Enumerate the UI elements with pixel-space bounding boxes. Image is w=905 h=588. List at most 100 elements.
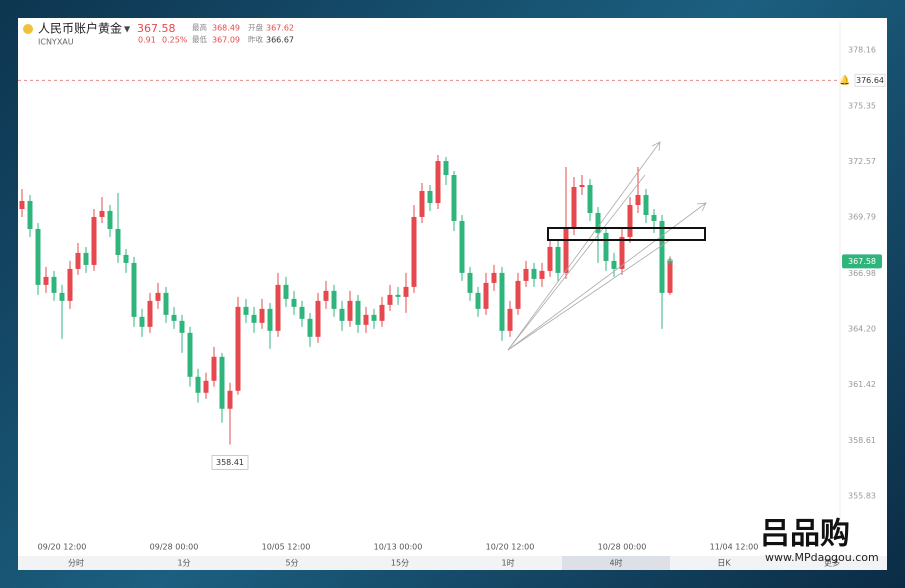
tab[interactable]: 1分 xyxy=(177,559,190,568)
candle-body xyxy=(435,161,441,203)
low-tag xyxy=(211,455,249,471)
candle-body xyxy=(507,308,513,331)
candle-body xyxy=(659,220,665,293)
tab[interactable]: 15分 xyxy=(391,559,409,568)
candle-body xyxy=(387,294,393,305)
candle-body xyxy=(251,314,257,323)
candle-body xyxy=(571,187,577,229)
candle-body xyxy=(467,272,473,293)
last-price-label: 367.58 xyxy=(848,257,876,266)
candle-body xyxy=(283,284,289,299)
candle-body xyxy=(115,228,121,255)
candle-body xyxy=(187,332,193,377)
tab[interactable]: 日K xyxy=(717,559,731,568)
last-price-dot xyxy=(667,258,673,265)
change-pct: 0.25% xyxy=(162,36,188,45)
candle-body xyxy=(267,308,273,331)
candle-body xyxy=(395,294,401,297)
x-tick-label: 10/20 12:00 xyxy=(486,543,535,552)
candle-body xyxy=(627,204,633,237)
candle-body xyxy=(171,314,177,321)
candle-body xyxy=(323,290,329,301)
candle-body xyxy=(315,300,321,337)
arrowhead xyxy=(651,141,661,152)
candle-body xyxy=(67,268,73,301)
candle-body xyxy=(339,308,345,321)
candle-body xyxy=(51,276,57,293)
candle-body xyxy=(227,390,233,409)
candle-body xyxy=(427,191,433,203)
arrowhead xyxy=(696,202,707,212)
alert-label: 376.64 xyxy=(856,76,884,85)
candle-body xyxy=(595,212,601,233)
gold-icon xyxy=(23,24,33,34)
candle-body xyxy=(603,232,609,261)
candle-body xyxy=(179,320,185,333)
candle-body xyxy=(619,236,625,269)
y-tick-label: 369.79 xyxy=(848,213,876,222)
alert-tag xyxy=(854,73,886,87)
candle-body xyxy=(371,314,377,321)
tab[interactable]: 分时 xyxy=(68,558,84,568)
candle-body xyxy=(259,308,265,323)
candle-body xyxy=(491,272,497,283)
candle-body xyxy=(579,185,585,188)
stat-label: 最高 xyxy=(192,22,207,32)
x-tick-label: 09/28 00:00 xyxy=(150,543,199,552)
tab[interactable]: 1时 xyxy=(501,558,514,568)
y-tick-label: 364.20 xyxy=(848,324,876,333)
y-tick-label: 375.35 xyxy=(848,102,876,111)
candle-body xyxy=(635,195,641,205)
candle-body xyxy=(531,268,537,279)
y-tick-label: 355.83 xyxy=(848,492,876,501)
stat-label: 昨收 xyxy=(248,34,263,44)
tab-bar-bg xyxy=(18,556,887,570)
stat-label: 最低 xyxy=(192,34,207,44)
x-tick-label: 11/04 12:00 xyxy=(710,543,759,552)
tab[interactable]: 4时 xyxy=(609,558,622,568)
candle-body xyxy=(291,298,297,307)
panel xyxy=(18,18,887,570)
y-tick-label: 361.42 xyxy=(848,380,876,389)
candle-body xyxy=(331,290,337,309)
tab[interactable]: 5分 xyxy=(285,559,298,568)
candle-body xyxy=(539,270,545,279)
candle-body xyxy=(131,262,137,317)
candle-body xyxy=(275,284,281,331)
price: 367.58 xyxy=(137,22,176,35)
candle-body xyxy=(91,216,97,265)
candle-body xyxy=(499,272,505,331)
candle-body xyxy=(219,356,225,409)
candle-body xyxy=(611,260,617,269)
trend-line xyxy=(507,141,661,351)
candle-body xyxy=(75,252,81,269)
candle-body xyxy=(35,228,41,285)
last-price-tag xyxy=(842,254,882,269)
tab-bar: 分时 1分 5分 15分 1时 4时 日K 更多 xyxy=(18,556,887,570)
stat-value: 367.09 xyxy=(212,36,240,45)
instrument-name[interactable]: 人民币账户黄金 xyxy=(38,21,122,36)
candle-body xyxy=(235,306,241,391)
candle-body xyxy=(515,280,521,309)
candle-body xyxy=(243,306,249,315)
candle-body xyxy=(203,380,209,393)
dropdown-arrow[interactable]: ▼ xyxy=(124,25,131,34)
candle-body xyxy=(643,195,649,215)
tab-selected-bg xyxy=(562,556,670,570)
candle-body xyxy=(667,261,673,293)
candle-body xyxy=(147,300,153,327)
symbol: ICNYXAU xyxy=(38,38,74,47)
candle-body xyxy=(379,304,385,321)
trend-line xyxy=(507,239,671,351)
candle-body xyxy=(451,175,457,221)
stat-value: 366.67 xyxy=(266,36,294,45)
candle-body xyxy=(563,228,569,273)
y-tick-label: 358.61 xyxy=(848,436,876,445)
candle-body xyxy=(155,292,161,301)
change: 0.91 xyxy=(138,36,156,45)
stat-label: 开盘 xyxy=(248,22,263,32)
tab[interactable]: 更多 xyxy=(824,558,840,568)
candle-body xyxy=(443,161,449,176)
candle-body xyxy=(107,210,113,229)
